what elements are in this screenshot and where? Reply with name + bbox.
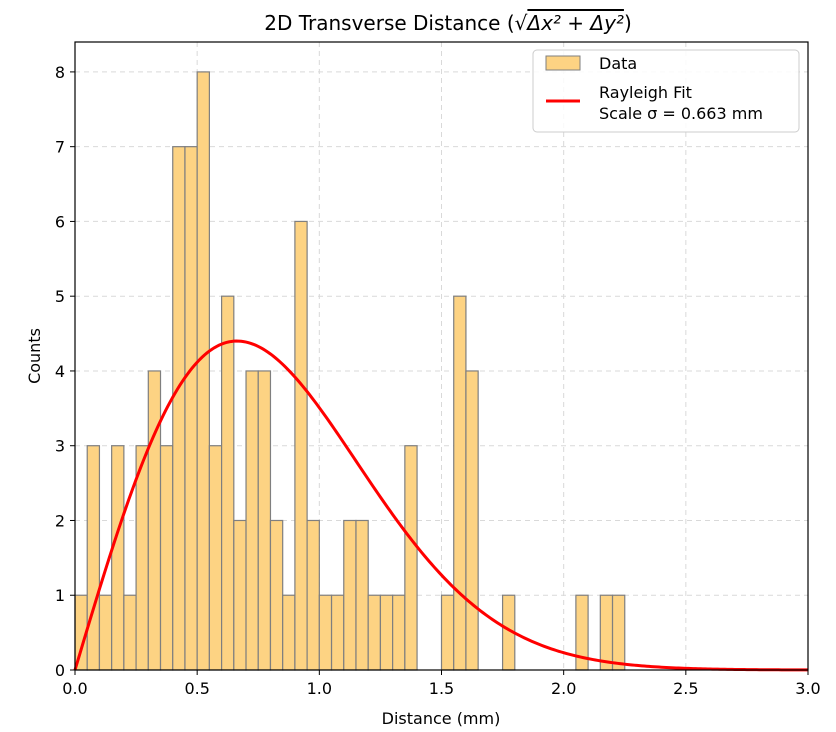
x-tick-label: 0.0 [62, 679, 87, 698]
chart-title: 2D Transverse Distance (√Δx² + Δy²) [264, 11, 632, 35]
histogram-bar [123, 594, 137, 671]
chart-title-prefix: 2D Transverse Distance ( [264, 11, 514, 35]
histogram-bar [611, 594, 626, 671]
histogram-bar [172, 146, 186, 671]
histogram-bar [147, 370, 162, 671]
histogram-bar [392, 594, 406, 671]
histogram-bar [404, 445, 418, 671]
y-tick-label: 7 [55, 138, 65, 157]
y-tick-label: 5 [55, 287, 65, 306]
y-tick-label: 3 [55, 437, 65, 456]
histogram-bars [74, 71, 626, 671]
y-tick-label: 6 [55, 212, 65, 231]
histogram-bar [306, 519, 320, 671]
y-tick-label: 4 [55, 362, 65, 381]
y-axis-label: Counts [25, 328, 44, 384]
histogram-bar [196, 71, 210, 671]
histogram-bar [343, 519, 357, 671]
histogram-bar [367, 594, 382, 671]
x-tick-label: 3.0 [795, 679, 820, 698]
rayleigh-fit-line [73, 339, 808, 672]
histogram-bar [269, 519, 284, 671]
histogram-bar [257, 370, 272, 671]
histogram-bar [86, 445, 101, 671]
histogram-bar [159, 445, 174, 671]
histogram-bar [221, 295, 235, 671]
histogram-bar [355, 519, 369, 671]
legend-data-swatch [545, 55, 581, 71]
histogram-bar [330, 594, 345, 671]
y-tick-label: 0 [55, 661, 65, 680]
legend-fit-sigma: Scale σ = 0.663 mm [599, 104, 763, 123]
legend-box [532, 49, 800, 133]
histogram-bar [98, 594, 113, 671]
histogram-bar [184, 146, 198, 671]
histogram-bar [233, 519, 247, 671]
histogram-bar [282, 594, 296, 671]
histogram-bar [599, 594, 614, 671]
histogram-bar [135, 445, 149, 671]
y-tick-label: 1 [55, 586, 65, 605]
x-tick-label: 1.0 [307, 679, 332, 698]
legend-fit-label: Rayleigh Fit [599, 83, 692, 102]
histogram-bar [453, 295, 467, 671]
x-tick-label: 0.5 [184, 679, 209, 698]
chart-title-root: √ [515, 11, 528, 35]
histogram-bar [294, 220, 308, 671]
histogram-bar [465, 370, 479, 671]
x-axis-label: Distance (mm) [382, 709, 501, 728]
y-axis-ticks: 0 1 2 3 4 5 6 7 8 [55, 63, 75, 680]
y-tick-label: 2 [55, 511, 65, 530]
histogram-bar [379, 594, 394, 671]
x-tick-label: 2.5 [673, 679, 698, 698]
chart-title-expr: Δx² + Δy² [525, 11, 624, 35]
histogram-bar [318, 594, 333, 671]
chart-title-suffix: ) [624, 11, 632, 35]
histogram-bar [245, 370, 259, 671]
y-tick-label: 8 [55, 63, 65, 82]
histogram-bar [440, 594, 455, 671]
x-tick-label: 2.0 [551, 679, 576, 698]
x-tick-label: 1.5 [429, 679, 454, 698]
x-axis-ticks: 0.0 0.5 1.0 1.5 2.0 2.5 3.0 [62, 670, 821, 698]
histogram-bar [111, 445, 125, 671]
histogram-bar [208, 445, 223, 671]
legend-data-label: Data [599, 54, 637, 73]
legend: Data Rayleigh Fit Scale σ = 0.663 mm [532, 49, 800, 133]
